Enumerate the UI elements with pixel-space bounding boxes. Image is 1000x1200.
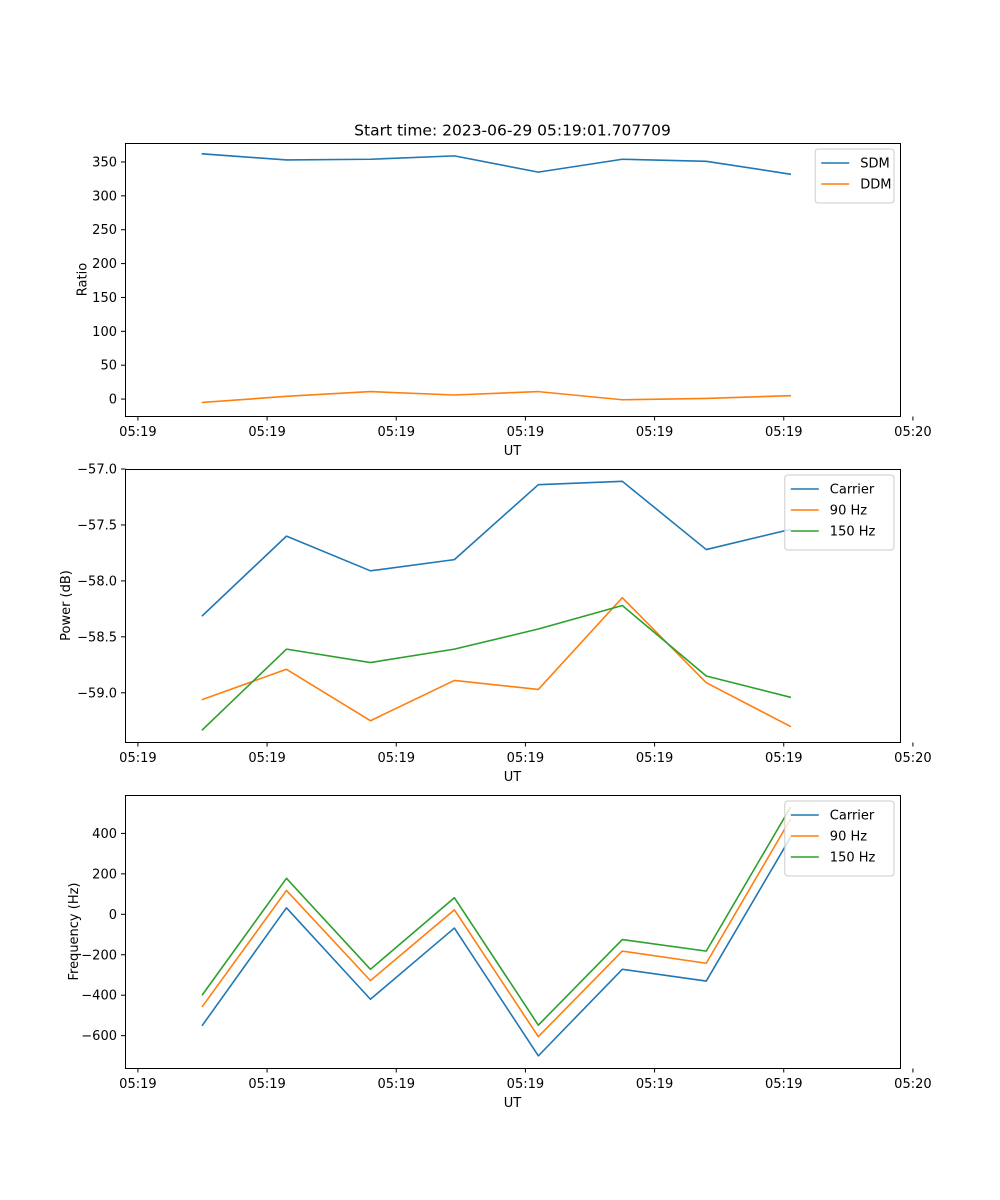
axes-frame [125, 795, 901, 1069]
legend: Carrier 90 Hz 150 Hz [784, 800, 895, 877]
y-axis-label: Ratio [75, 263, 90, 296]
series-line-ddm [201, 390, 792, 404]
x-tick-label: 05:19 [248, 751, 285, 766]
x-tick-label: 05:19 [248, 1077, 285, 1092]
y-tick-label: −600 [81, 1029, 117, 1044]
x-tick-label: 05:19 [248, 425, 285, 440]
y-tick-label: 350 [92, 155, 117, 170]
y-axis-label: Power (dB) [59, 570, 74, 641]
y-tick-label: 100 [92, 325, 117, 340]
x-tick-label: 05:20 [894, 751, 931, 766]
y-tick-label: 400 [92, 827, 117, 842]
y-tick-label: −58.0 [77, 574, 117, 589]
y-tick-label: −400 [81, 989, 117, 1004]
x-tick-label: 05:19 [765, 1077, 802, 1092]
series-line-90-hz [201, 596, 792, 728]
legend-entry-label: 150 Hz [830, 851, 876, 866]
y-tick-label: 200 [92, 867, 117, 882]
y-tick-label: −59.0 [77, 686, 117, 701]
series-line-150-hz [201, 806, 792, 1026]
figure-title: Start time: 2023-06-29 05:19:01.707709 [354, 122, 671, 140]
axes-frame [125, 143, 901, 417]
y-tick-label: −57.0 [77, 463, 117, 478]
x-tick-label: 05:19 [636, 425, 673, 440]
y-tick-label: 150 [92, 291, 117, 306]
series-line-sdm [201, 152, 792, 176]
series-line-carrier [201, 480, 792, 617]
x-tick-label: 05:19 [765, 751, 802, 766]
x-tick-label: 05:19 [119, 425, 156, 440]
legend: SDM DDM [814, 148, 895, 204]
x-axis-label: UT [504, 444, 522, 459]
series-line-90-hz [201, 818, 792, 1038]
legend-entry-label: 150 Hz [830, 525, 876, 540]
y-tick-label: 50 [100, 359, 117, 374]
y-tick-label: −57.5 [77, 518, 117, 533]
x-axis-label: UT [504, 770, 522, 785]
axes-frame [125, 469, 901, 743]
x-tick-label: 05:19 [119, 751, 156, 766]
x-tick-label: 05:19 [378, 1077, 415, 1092]
panels: 05:19 05:19 05:19 05:19 05:19 05:19 05:20 0 50 10… [59, 143, 932, 1111]
y-tick-label: 300 [92, 189, 117, 204]
legend: Carrier 90 Hz 150 Hz [784, 474, 895, 551]
x-tick-label: 05:19 [378, 425, 415, 440]
y-tick-label: 200 [92, 257, 117, 272]
panel-2: 05:19 05:19 05:19 05:19 05:19 05:19 05:20 −59.0… [59, 463, 932, 786]
legend-entry-label: Carrier [830, 809, 875, 824]
x-tick-label: 05:19 [636, 751, 673, 766]
x-tick-label: 05:19 [507, 425, 544, 440]
x-axis-label: UT [504, 1096, 522, 1111]
panel-3: 05:19 05:19 05:19 05:19 05:19 05:19 05:20 −600 −… [67, 795, 932, 1111]
x-tick-label: 05:19 [378, 751, 415, 766]
legend-entry-label: SDM [860, 157, 889, 172]
legend-entry-label: DDM [860, 178, 891, 193]
x-tick-label: 05:19 [507, 751, 544, 766]
x-tick-label: 05:20 [894, 425, 931, 440]
legend-entry-label: 90 Hz [830, 830, 867, 845]
panel-1: 05:19 05:19 05:19 05:19 05:19 05:19 05:20 0 50 10… [75, 143, 932, 459]
y-tick-label: 250 [92, 223, 117, 238]
y-tick-label: −58.5 [77, 630, 117, 645]
x-tick-label: 05:19 [636, 1077, 673, 1092]
series-line-carrier [201, 836, 792, 1057]
x-tick-label: 05:19 [507, 1077, 544, 1092]
x-tick-label: 05:19 [765, 425, 802, 440]
y-axis-label: Frequency (Hz) [67, 882, 82, 980]
x-tick-label: 05:19 [119, 1077, 156, 1092]
x-tick-label: 05:20 [894, 1077, 931, 1092]
y-tick-label: 0 [109, 393, 117, 408]
legend-entry-label: 90 Hz [830, 504, 867, 519]
y-tick-label: −200 [81, 948, 117, 963]
series-line-150-hz [201, 604, 792, 731]
legend-entry-label: Carrier [830, 483, 875, 498]
y-tick-label: 0 [109, 908, 117, 923]
